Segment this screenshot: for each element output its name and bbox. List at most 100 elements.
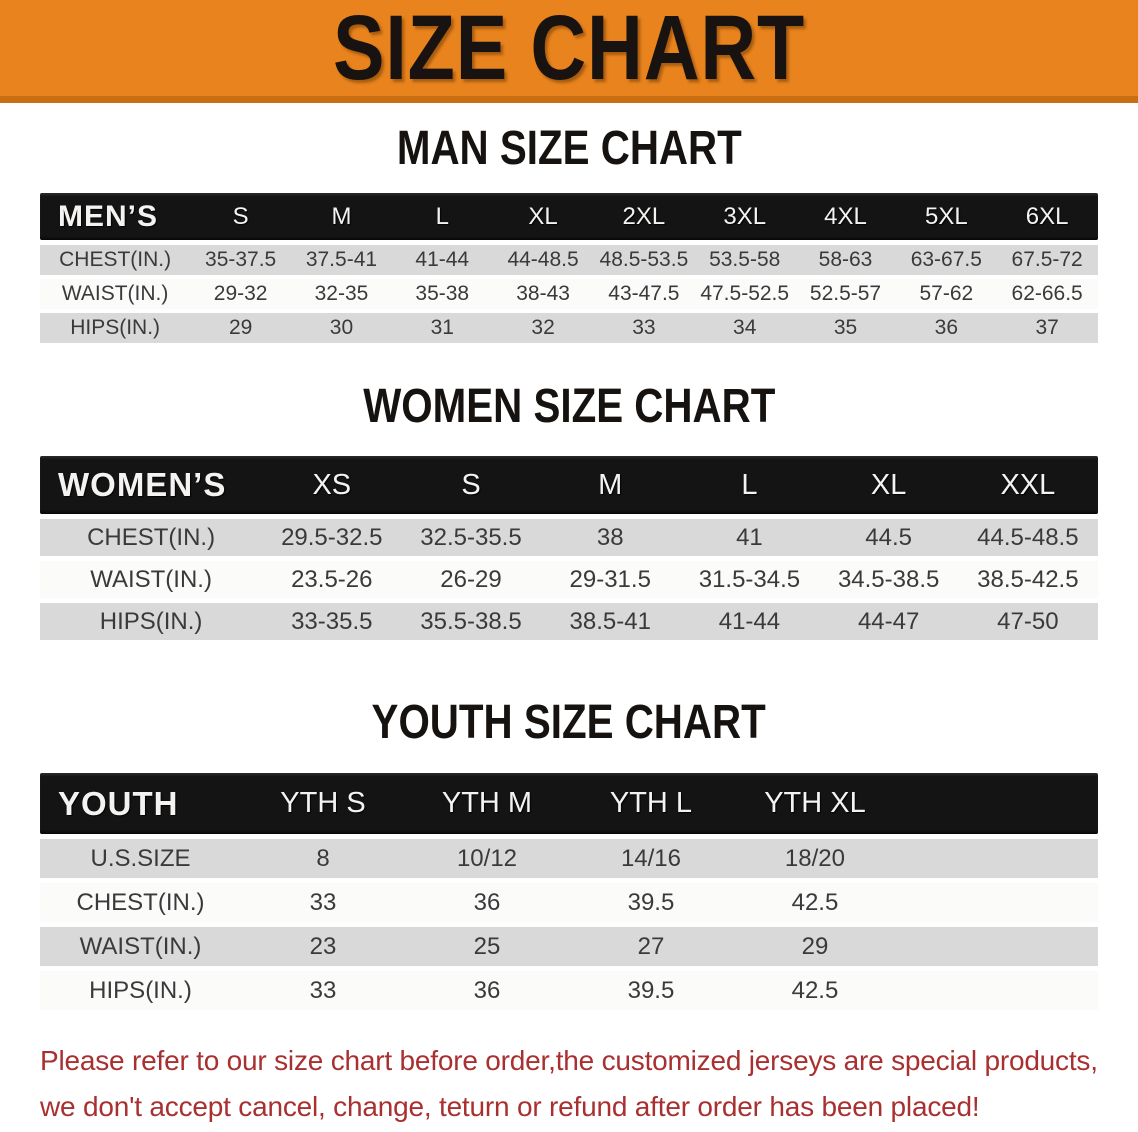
cell-value: 34.5-38.5 xyxy=(837,565,940,593)
cell-value: 39.5 xyxy=(627,976,675,1004)
cell-value: 29-32 xyxy=(213,282,268,305)
cell-value: 52.5-57 xyxy=(809,282,882,305)
cell-value: 36 xyxy=(473,976,501,1004)
men-table-header-row: MEN’S S M L XL 2XL 3XL 4XL 5XL 6XL xyxy=(40,193,1098,240)
table-row: CHEST(IN.) 35-37.5 37.5-41 41-44 44-48.5 48.5… xyxy=(40,245,1098,275)
cell-value: 44.5 xyxy=(865,523,913,551)
cell-value: 32 xyxy=(531,316,555,339)
cell-value: 26-29 xyxy=(440,565,502,593)
column-header: XXL xyxy=(1000,468,1056,501)
column-header: M xyxy=(598,468,623,501)
row-label: WAIST(IN.) xyxy=(90,565,212,593)
cell-value: 38 xyxy=(596,523,624,551)
column-header: M xyxy=(331,202,352,230)
row-label: WAIST(IN.) xyxy=(79,932,202,960)
cell-value: 33 xyxy=(309,976,337,1004)
table-row: CHEST(IN.) 33 36 39.5 42.5 xyxy=(40,883,1098,922)
table-row: WAIST(IN.) 23 25 27 29 xyxy=(40,927,1098,966)
column-header: S xyxy=(232,202,249,230)
column-header: YTH M xyxy=(441,787,533,819)
men-section-title-wrap: MAN SIZE CHART xyxy=(0,123,1138,175)
column-header: XL xyxy=(528,202,558,230)
cell-value: 34 xyxy=(733,316,757,339)
cell-value: 47-50 xyxy=(997,607,1059,635)
column-header: 4XL xyxy=(824,202,867,230)
youth-size-table: YOUTH YTH S YTH M YTH L YTH XL U.S.SIZE 8 10/12… xyxy=(40,773,1098,1010)
footer-note: Please refer to our size chart before or… xyxy=(40,1038,1138,1130)
cell-value: 36 xyxy=(934,316,958,339)
cell-value: 32.5-35.5 xyxy=(420,523,522,551)
column-header: YTH L xyxy=(609,787,693,819)
table-row: U.S.SIZE 8 10/12 14/16 18/20 xyxy=(40,839,1098,878)
cell-value: 36 xyxy=(473,888,501,916)
women-section-title-wrap: WOMEN SIZE CHART xyxy=(0,381,1138,433)
column-header: 6XL xyxy=(1025,202,1069,230)
cell-value: 35-37.5 xyxy=(205,248,277,271)
row-label: CHEST(IN.) xyxy=(76,888,205,916)
cell-value: 8 xyxy=(316,844,330,872)
row-label: CHEST(IN.) xyxy=(87,523,216,551)
youth-section-title: YOUTH SIZE CHART xyxy=(371,696,767,749)
women-corner-label: WOMEN’S xyxy=(58,466,227,503)
cell-value: 42.5 xyxy=(791,976,839,1004)
women-section-title: WOMEN SIZE CHART xyxy=(362,380,776,433)
cell-value: 41-44 xyxy=(415,248,470,271)
row-label: HIPS(IN.) xyxy=(89,976,192,1004)
cell-value: 27 xyxy=(637,932,665,960)
cell-value: 53.5-58 xyxy=(709,248,781,271)
cell-value: 44.5-48.5 xyxy=(977,523,1079,551)
cell-value: 30 xyxy=(329,316,354,339)
cell-value: 38.5-41 xyxy=(569,607,651,635)
cell-value: 32-35 xyxy=(314,282,369,305)
cell-value: 10/12 xyxy=(456,844,518,872)
youth-table-header-row: YOUTH YTH S YTH M YTH L YTH XL xyxy=(40,773,1098,834)
cell-value: 57-62 xyxy=(919,282,974,305)
youth-section-title-wrap: YOUTH SIZE CHART xyxy=(0,697,1138,749)
banner-title: SIZE CHART xyxy=(332,0,806,99)
cell-value: 62-66.5 xyxy=(1011,282,1083,305)
column-header: YTH XL xyxy=(764,787,866,819)
cell-value: 33 xyxy=(309,888,337,916)
cell-value: 18/20 xyxy=(784,844,845,872)
cell-value: 35 xyxy=(833,316,858,339)
cell-value: 33-35.5 xyxy=(291,607,373,635)
column-header: 5XL xyxy=(924,202,968,230)
cell-value: 35.5-38.5 xyxy=(420,607,522,635)
column-header: L xyxy=(741,468,758,501)
table-row: HIPS(IN.) 29 30 31 32 33 34 35 36 37 xyxy=(40,313,1098,343)
cell-value: 31 xyxy=(430,316,454,339)
table-row: WAIST(IN.) 29-32 32-35 35-38 38-43 43-47.5 47.… xyxy=(40,279,1098,309)
cell-value: 29 xyxy=(228,316,253,339)
row-label: HIPS(IN.) xyxy=(70,316,161,339)
cell-value: 23.5-26 xyxy=(291,565,373,593)
cell-value: 37 xyxy=(1035,316,1059,339)
column-header: 3XL xyxy=(723,202,767,230)
cell-value: 29.5-32.5 xyxy=(281,523,383,551)
cell-value: 41-44 xyxy=(718,607,781,635)
cell-value: 58-63 xyxy=(818,248,873,271)
cell-value: 44-48.5 xyxy=(507,248,579,271)
cell-value: 38.5-42.5 xyxy=(977,565,1079,593)
cell-value: 14/16 xyxy=(620,844,681,872)
table-row: HIPS(IN.) 33-35.5 35.5-38.5 38.5-41 41-44 44-… xyxy=(40,603,1098,640)
youth-corner-label: YOUTH xyxy=(58,784,179,822)
cell-value: 39.5 xyxy=(627,888,675,916)
cell-value: 29 xyxy=(801,932,829,960)
cell-value: 38-43 xyxy=(516,282,570,305)
column-header: XL xyxy=(870,468,907,501)
row-label: U.S.SIZE xyxy=(90,844,191,872)
column-header: XS xyxy=(312,468,352,501)
footer-note-line-1: Please refer to our size chart before or… xyxy=(40,1045,1098,1076)
cell-value: 42.5 xyxy=(791,888,839,916)
men-size-table: MEN’S S M L XL 2XL 3XL 4XL 5XL 6XL CHEST(IN.) 35-37… xyxy=(40,193,1098,343)
men-section-title: MAN SIZE CHART xyxy=(396,122,742,175)
cell-value: 33 xyxy=(632,316,656,339)
banner: SIZE CHART xyxy=(0,0,1138,103)
footer-note-line-2: we don't accept cancel, change, teturn o… xyxy=(40,1091,980,1122)
cell-value: 35-38 xyxy=(415,282,470,305)
table-row: HIPS(IN.) 33 36 39.5 42.5 xyxy=(40,971,1098,1010)
table-row: CHEST(IN.) 29.5-32.5 32.5-35.5 38 41 44.5 44.5… xyxy=(40,519,1098,556)
cell-value: 67.5-72 xyxy=(1011,248,1083,271)
men-corner-label: MEN’S xyxy=(58,199,159,233)
cell-value: 25 xyxy=(473,932,501,960)
